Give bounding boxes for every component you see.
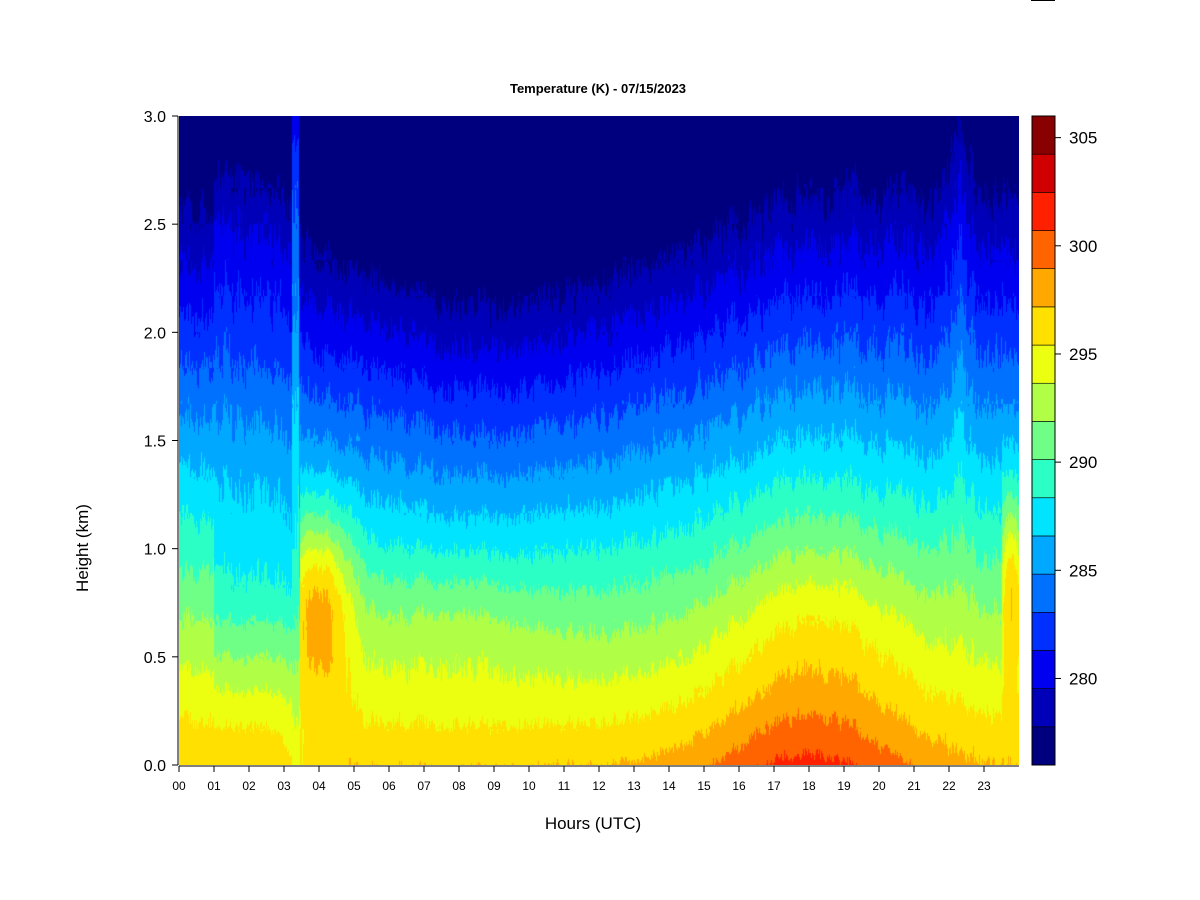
- colorbar-swatch: [1031, 573, 1056, 613]
- colorbar-swatch: [1031, 611, 1056, 651]
- colorbar-swatch: [1031, 115, 1056, 155]
- y-axis-label: Height (km): [73, 504, 92, 592]
- corner-mark: [1031, 0, 1055, 1]
- colorbar-swatch: [1031, 268, 1056, 308]
- y-tick-label: 2.0: [144, 325, 166, 342]
- y-tick-label: 3.0: [144, 109, 166, 126]
- x-tick-label: 13: [627, 779, 641, 793]
- colorbar-swatch: [1031, 535, 1056, 575]
- y-tick-label: 0.5: [144, 650, 166, 667]
- x-tick-label: 04: [312, 779, 326, 793]
- colorbar-tick-label: 295: [1069, 345, 1097, 364]
- y-tick-label: 1.0: [144, 542, 166, 559]
- colorbar-swatch: [1031, 382, 1056, 422]
- x-tick-label: 23: [977, 779, 991, 793]
- x-tick-label: 16: [732, 779, 746, 793]
- x-axis-label: Hours (UTC): [545, 814, 641, 833]
- heatmap-field: [179, 116, 1019, 765]
- colorbar-swatch: [1031, 497, 1056, 537]
- colorbar-tick-label: 305: [1069, 129, 1097, 148]
- x-tick-label: 02: [242, 779, 256, 793]
- colorbar-swatch: [1031, 230, 1056, 270]
- colorbar-tick-label: 280: [1069, 669, 1097, 688]
- colorbar-swatch: [1031, 344, 1056, 384]
- x-tick-label: 12: [592, 779, 606, 793]
- x-tick-label: 15: [697, 779, 711, 793]
- colorbar-tick-label: 285: [1069, 561, 1097, 580]
- y-tick-label: 2.5: [144, 217, 166, 234]
- y-tick-label: 0.0: [144, 758, 166, 775]
- colorbar-swatch: [1031, 192, 1056, 231]
- x-tick-label: 06: [382, 779, 396, 793]
- chart-title: Temperature (K) - 07/15/2023: [510, 81, 686, 96]
- colorbar-tick-label: 290: [1069, 453, 1097, 472]
- x-tick-label: 00: [172, 779, 186, 793]
- x-tick-label: 18: [802, 779, 816, 793]
- x-tick-label: 09: [487, 779, 501, 793]
- x-axis: 00 01 02 03 04 05 06 07 08 09 10 11 12 13 14 15 16 17 18 19…: [172, 765, 1019, 793]
- colorbar-swatch: [1031, 421, 1056, 460]
- x-tick-label: 20: [872, 779, 886, 793]
- x-tick-label: 07: [417, 779, 431, 793]
- x-tick-label: 03: [277, 779, 291, 793]
- x-tick-label: 21: [907, 779, 921, 793]
- y-axis: 0.0 0.5 1.0 1.5 2.0 2.5 3.0: [144, 109, 179, 775]
- x-tick-label: 19: [837, 779, 851, 793]
- x-tick-label: 01: [207, 779, 221, 793]
- colorbar: 280 285 290 295 300 305: [1031, 115, 1097, 766]
- x-tick-label: 17: [767, 779, 781, 793]
- colorbar-swatch: [1031, 306, 1056, 346]
- x-tick-label: 14: [662, 779, 676, 793]
- colorbar-tick-label: 300: [1069, 237, 1097, 256]
- colorbar-frame: [1031, 115, 1056, 766]
- colorbar-swatch: [1031, 688, 1056, 728]
- x-tick-label: 22: [942, 779, 956, 793]
- colorbar-swatch: [1031, 459, 1056, 499]
- x-tick-label: 08: [452, 779, 466, 793]
- x-tick-label: 05: [347, 779, 361, 793]
- plot-area: [179, 116, 1019, 765]
- x-tick-label: 10: [522, 779, 536, 793]
- y-tick-label: 1.5: [144, 434, 166, 451]
- colorbar-swatch: [1031, 650, 1056, 689]
- x-tick-label: 11: [558, 779, 571, 793]
- colorbar-swatch: [1031, 153, 1056, 193]
- colorbar-swatch: [1031, 726, 1056, 766]
